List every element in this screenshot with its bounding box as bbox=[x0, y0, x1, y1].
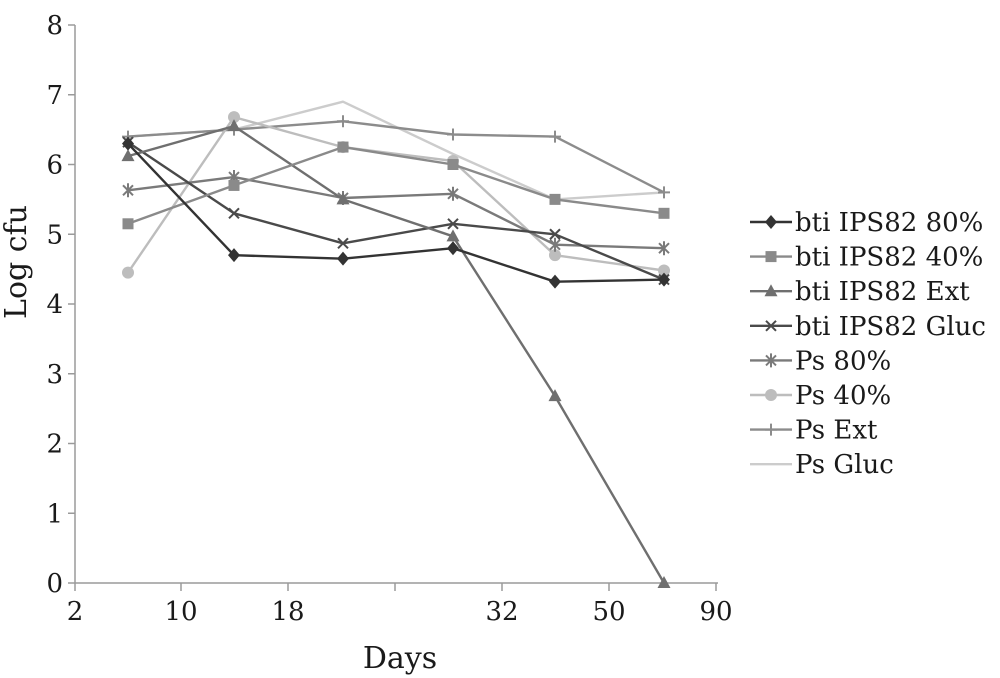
data-point bbox=[549, 237, 561, 252]
data-point bbox=[337, 115, 349, 128]
data-point bbox=[447, 159, 459, 170]
legend-entry: Ps 80% bbox=[750, 346, 891, 376]
legend-label: bti IPS82 Ext bbox=[795, 277, 970, 307]
legend-entry: Ps Ext bbox=[750, 416, 878, 446]
data-point bbox=[336, 192, 350, 205]
legend-label: Ps 40% bbox=[795, 381, 891, 411]
data-point bbox=[337, 141, 349, 153]
legend-marker bbox=[765, 215, 777, 229]
legend-entry: bti IPS82 80% bbox=[750, 208, 983, 238]
series-0 bbox=[122, 136, 670, 289]
legend-marker bbox=[765, 353, 777, 368]
data-point bbox=[549, 193, 561, 205]
legend-marker bbox=[765, 423, 777, 436]
data-point bbox=[549, 274, 561, 289]
y-tick-label: 1 bbox=[46, 499, 63, 529]
series-line bbox=[127, 141, 665, 281]
data-point bbox=[447, 186, 459, 201]
data-point bbox=[447, 218, 459, 230]
data-point bbox=[658, 264, 670, 277]
data-point bbox=[121, 149, 135, 162]
data-point bbox=[337, 251, 349, 266]
legend: bti IPS82 80% bti IPS82 40% bti IPS82 Ext b… bbox=[750, 208, 986, 480]
legend-label: bti IPS82 80% bbox=[795, 208, 983, 238]
legend-entry: Ps Gluc bbox=[750, 450, 894, 480]
data-point bbox=[447, 128, 459, 141]
data-point bbox=[658, 241, 670, 256]
data-point bbox=[446, 229, 460, 242]
y-tick-label: 2 bbox=[46, 430, 63, 460]
legend-label: Ps Gluc bbox=[795, 450, 894, 480]
x-tick-label: 10 bbox=[164, 597, 197, 627]
data-point bbox=[228, 248, 240, 263]
series-6 bbox=[122, 115, 670, 199]
legend-marker bbox=[764, 284, 778, 297]
x-tick-label: 18 bbox=[271, 597, 304, 627]
data-point bbox=[549, 249, 561, 262]
series-layer bbox=[121, 100, 671, 588]
series-3 bbox=[122, 136, 670, 286]
data-point bbox=[228, 207, 240, 220]
data-point bbox=[122, 183, 134, 198]
legend-entry: bti IPS82 Ext bbox=[750, 277, 970, 307]
legend-marker bbox=[765, 389, 777, 401]
legend-marker bbox=[765, 251, 777, 263]
legend-entry: bti IPS82 40% bbox=[750, 243, 983, 273]
legend-label: Ps Ext bbox=[795, 416, 878, 446]
y-tick-label: 6 bbox=[46, 151, 63, 181]
data-point bbox=[122, 136, 134, 151]
data-point bbox=[228, 179, 240, 191]
series-line bbox=[127, 120, 665, 194]
data-point bbox=[337, 237, 349, 250]
series-line bbox=[127, 115, 665, 274]
data-point bbox=[657, 576, 671, 588]
legend-entry: bti IPS82 Gluc bbox=[750, 312, 986, 342]
data-point bbox=[658, 272, 670, 287]
y-tick-label: 8 bbox=[46, 11, 63, 41]
series-line bbox=[127, 145, 665, 225]
data-point bbox=[548, 389, 562, 402]
legend-label: bti IPS82 40% bbox=[795, 243, 983, 273]
series-line bbox=[127, 175, 665, 250]
legend-label: bti IPS82 Gluc bbox=[795, 312, 986, 342]
y-tick-label: 7 bbox=[46, 81, 63, 111]
x-tick-label: 50 bbox=[592, 597, 625, 627]
chart-axes bbox=[74, 25, 718, 584]
data-point bbox=[228, 111, 240, 124]
data-point bbox=[549, 130, 561, 143]
legend-entry: Ps 40% bbox=[750, 381, 891, 411]
y-axis-title: Log cfu bbox=[0, 205, 34, 319]
data-point bbox=[447, 241, 459, 256]
data-point bbox=[122, 218, 134, 230]
x-tick-label: 2 bbox=[67, 597, 84, 627]
x-axis-title: Days bbox=[363, 641, 437, 676]
series-2 bbox=[121, 119, 671, 588]
y-ticks: 0 1 2 3 4 5 6 7 8 bbox=[46, 11, 75, 599]
legend-marker bbox=[765, 320, 777, 332]
y-tick-label: 3 bbox=[46, 360, 63, 390]
data-point bbox=[658, 186, 670, 199]
series-4 bbox=[122, 170, 670, 256]
series-line bbox=[127, 142, 665, 283]
y-tick-label: 0 bbox=[46, 569, 63, 599]
series-line bbox=[127, 124, 666, 584]
data-point bbox=[658, 207, 670, 219]
data-point bbox=[227, 119, 241, 132]
x-tick-label: 90 bbox=[699, 597, 732, 627]
x-ticks: 2 10 18 32 50 90 bbox=[67, 583, 733, 627]
y-tick-label: 5 bbox=[46, 220, 63, 250]
x-tick-label: 32 bbox=[485, 597, 518, 627]
data-point bbox=[122, 266, 134, 279]
y-tick-label: 4 bbox=[46, 290, 63, 320]
series-1 bbox=[122, 141, 670, 230]
legend-label: Ps 80% bbox=[795, 346, 891, 376]
data-point bbox=[549, 228, 561, 240]
